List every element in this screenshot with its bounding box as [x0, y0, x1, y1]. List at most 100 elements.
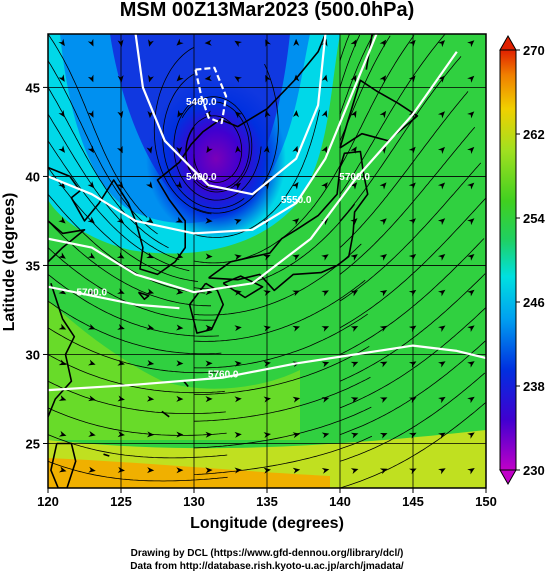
wind-arrow [350, 182, 358, 190]
wind-arrow [175, 216, 184, 223]
streamline [339, 372, 486, 462]
wind-arrow [58, 252, 66, 259]
wind-arrow [263, 432, 271, 439]
wind-arrow [87, 288, 96, 295]
contour-line [194, 66, 228, 125]
streamline [339, 162, 482, 302]
credit-drawing: Drawing by DCL (https://www.gfd-dennou.o… [131, 548, 404, 559]
wind-arrow [148, 74, 154, 83]
wind-arrow [292, 254, 300, 261]
wind-arrow [116, 181, 124, 189]
wind-arrow [146, 252, 154, 259]
wind-arrow [117, 39, 124, 47]
wind-arrow [88, 431, 96, 437]
contour-label: 5700.0 [339, 172, 370, 183]
colorbar-scale [499, 49, 517, 471]
streamline [48, 327, 224, 374]
wind-arrow [234, 40, 242, 48]
wind-arrow [58, 359, 67, 366]
contour-label: 5700.0 [77, 288, 108, 299]
plot-area: 5400.0 5550.0 5700.0 5700.0 5760.0 5460.0 [48, 34, 486, 488]
wind-arrow [321, 326, 330, 332]
wind-arrow [87, 216, 95, 224]
wind-arrow [408, 397, 417, 404]
wind-arrow [176, 324, 184, 331]
wind-arrow [292, 145, 299, 154]
wind-arrow [87, 323, 96, 330]
wind-arrow [350, 146, 357, 154]
wind-arrow [379, 75, 387, 83]
colorbar-extend-min [499, 469, 517, 486]
wind-arrow [263, 467, 271, 474]
wind-arrow [350, 39, 357, 47]
x-tick-label: 145 [402, 494, 424, 509]
wind-arrow [235, 145, 242, 154]
x-tick-label: 140 [329, 494, 351, 509]
wind-arrow [350, 468, 359, 474]
wind-arrow [350, 74, 357, 83]
coastline-6 [208, 150, 369, 292]
streamline [339, 402, 486, 488]
coastline-0 [48, 34, 327, 276]
wind-arrow [116, 252, 125, 259]
wind-arrow [117, 324, 125, 330]
wind-arrow [146, 181, 153, 189]
wind-arrow [58, 430, 67, 437]
wind-arrow [176, 74, 184, 82]
wind-arrow [265, 39, 271, 47]
wind-arrow [408, 218, 416, 226]
coastline-7 [339, 79, 419, 149]
wind-arrow [350, 290, 359, 297]
streamline [185, 115, 243, 183]
wind-arrow [262, 182, 270, 190]
wind-arrow [205, 467, 213, 474]
streamline [185, 101, 250, 191]
wind-arrow [408, 253, 417, 261]
wind-arrow [379, 110, 387, 119]
x-tick-label: 130 [183, 494, 205, 509]
wind-arrow [58, 38, 65, 47]
contour-label: 5550.0 [281, 195, 312, 206]
wind-arrow [146, 146, 153, 154]
contour-label: 5760.0 [208, 370, 239, 381]
wind-arrow [379, 432, 388, 439]
x-tick-label: 135 [256, 494, 278, 509]
x-axis-label: Longitude (degrees) [190, 515, 344, 532]
wind-arrow [205, 431, 213, 438]
x-tick-label: 150 [475, 494, 497, 509]
coastline-12 [103, 453, 110, 457]
streamline [162, 73, 245, 209]
y-tick-label: 25 [26, 436, 40, 451]
wind-arrow [291, 218, 300, 226]
wind-arrow [350, 218, 358, 226]
streamline [339, 56, 462, 222]
wind-arrow [58, 466, 67, 473]
y-axis-ticks: 25 30 35 40 45 [26, 80, 48, 451]
wind-arrow [438, 468, 446, 475]
y-tick-label: 35 [26, 258, 40, 273]
x-tick-label: 120 [37, 494, 59, 509]
streamline [339, 35, 391, 141]
y-axis-label: Latitude (degrees) [1, 193, 18, 332]
wind-arrow [87, 252, 96, 259]
wind-arrow [467, 325, 475, 332]
wind-arrow [87, 145, 94, 154]
wind-arrow [88, 359, 96, 366]
coastline-11 [161, 410, 170, 418]
wind-arrow [58, 395, 67, 401]
wind-arrow [321, 74, 328, 83]
wind-arrow [408, 146, 416, 154]
streamline [193, 159, 344, 264]
contour-label: 5460.0 [186, 97, 217, 108]
wind-arrow [206, 145, 213, 154]
wind-arrow [205, 217, 213, 224]
wind-arrow [408, 289, 417, 297]
wind-arrow [117, 359, 125, 366]
wind-arrow [321, 396, 330, 403]
wind-arrow [292, 110, 299, 118]
wind-arrow [379, 254, 387, 261]
streamline [339, 34, 350, 61]
streamline [194, 345, 370, 395]
wind-arrow [147, 467, 155, 474]
wind-arrow [321, 467, 330, 474]
